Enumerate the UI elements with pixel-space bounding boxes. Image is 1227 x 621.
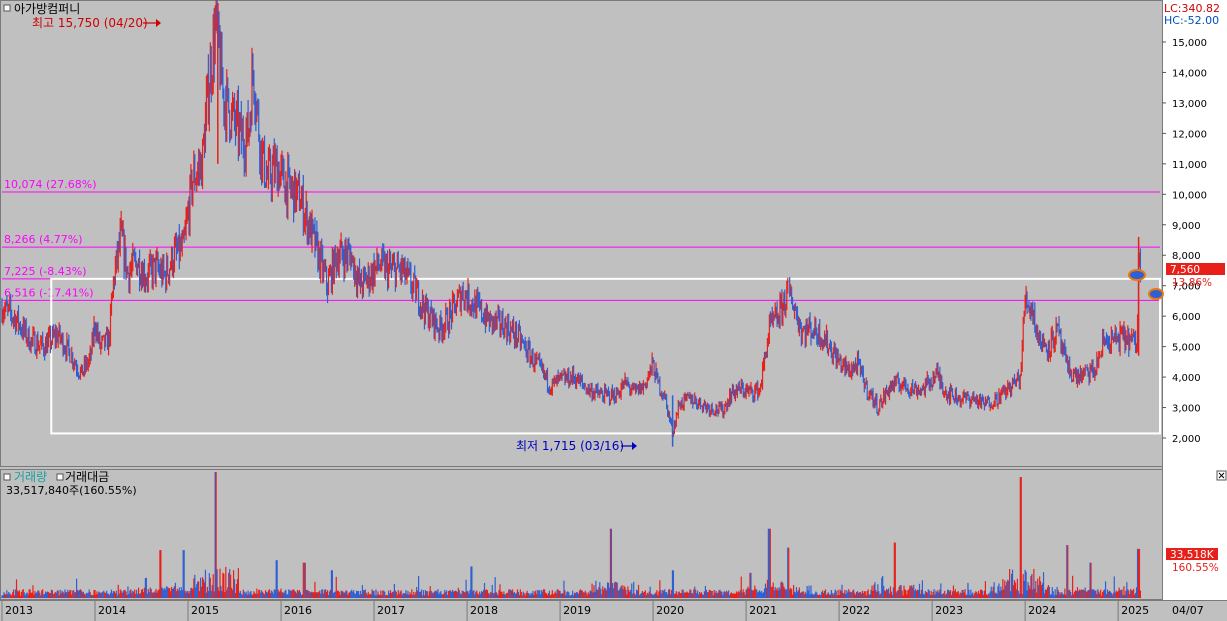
y-tick-label: 12,000 (1172, 129, 1207, 140)
level-label: 7,225 (-8.43%) (4, 265, 86, 278)
y-tick-label: 6,000 (1172, 312, 1201, 323)
y-tick-label: 8,000 (1172, 251, 1201, 262)
hc-label: HC:-52.00 (1164, 14, 1219, 27)
y-tick-label: 10,000 (1172, 190, 1207, 201)
stock-title: 아가방컴퍼니 (14, 2, 80, 16)
lc-label: LC:340.82 (1164, 2, 1220, 15)
x-tick-label: 2016 (284, 604, 312, 617)
y-tick-label: 15,000 (1172, 38, 1207, 49)
y-tick-label: 4,000 (1172, 373, 1201, 384)
price-axis: 2,000 3,000 4,000 5,000 6,000 7,000 8,000 9,000… (1162, 38, 1207, 445)
high-arrow-icon (143, 19, 161, 27)
close-icon[interactable] (1216, 470, 1227, 481)
x-tick-label: 2024 (1028, 604, 1056, 617)
range-box (50, 277, 1161, 435)
high-label: 최고 15,750 (04/20) (32, 16, 148, 30)
volume-info: 33,517,840주(160.55%) (6, 484, 137, 497)
x-tick-label: 2018 (470, 604, 498, 617)
x-tick-label: 2023 (935, 604, 963, 617)
y-tick-label: 13,000 (1172, 99, 1207, 110)
x-tick-label: 2019 (563, 604, 591, 617)
time-axis: 2013 2014 2015 2016 2017 2018 2019 2020 2021 2022… (1, 601, 1149, 621)
time-axis-panel (0, 600, 1227, 621)
x-tick-label: 2022 (842, 604, 870, 617)
square-icon[interactable] (3, 4, 11, 12)
volume-tab[interactable]: 거래량 (14, 470, 47, 484)
low-arrow-icon (621, 442, 637, 450)
y-tick-label: 7,000 (1172, 282, 1201, 293)
x-tick-label: 2025 (1121, 604, 1149, 617)
volume-badge-text: 33,518K (1170, 549, 1215, 561)
level-label: 10,074 (27.68%) (4, 178, 97, 191)
current-pct-label: 13.86% (1172, 277, 1212, 289)
y-tick-label: 9,000 (1172, 221, 1201, 232)
trading-value-tab[interactable]: 거래대금 (65, 470, 109, 484)
current-price-badge (1166, 263, 1225, 275)
y-tick-label: 3,000 (1172, 404, 1201, 415)
x-tick-label: 2017 (377, 604, 405, 617)
volume-pct-label: 160.55% (1172, 562, 1219, 574)
y-tick-label: 11,000 (1172, 160, 1207, 171)
low-label: 최저 1,715 (03/16) (516, 439, 624, 453)
y-tick-label: 2,000 (1172, 434, 1201, 445)
volume-bars (1, 472, 1142, 598)
square-icon[interactable] (3, 473, 11, 481)
level-label: 8,266 (4.77%) (4, 233, 83, 246)
level-marker-icon[interactable] (1128, 269, 1146, 281)
price-axis-panel (1163, 0, 1227, 600)
support-resistance-lines: 10,074 (27.68%) 8,266 (4.77%) 7,225 (-8.43… (2, 178, 1161, 435)
x-tick-label: 2014 (98, 604, 126, 617)
date-label: 04/07 (1172, 604, 1204, 617)
volume-badge (1166, 548, 1218, 560)
y-tick-label: 5,000 (1172, 343, 1201, 354)
price-panel (0, 0, 1163, 467)
level-marker-icon[interactable] (1148, 288, 1164, 300)
candlestick-series (1, 0, 1142, 447)
x-tick-label: 2021 (749, 604, 777, 617)
level-label: 6,516 (-17.41%) (4, 286, 93, 299)
y-tick-label: 14,000 (1172, 68, 1207, 79)
current-price-text: 7,560 (1170, 264, 1200, 276)
volume-panel (0, 469, 1163, 600)
x-tick-label: 2013 (5, 604, 33, 617)
square-icon[interactable] (56, 473, 64, 481)
x-tick-label: 2020 (656, 604, 684, 617)
x-tick-label: 2015 (191, 604, 219, 617)
